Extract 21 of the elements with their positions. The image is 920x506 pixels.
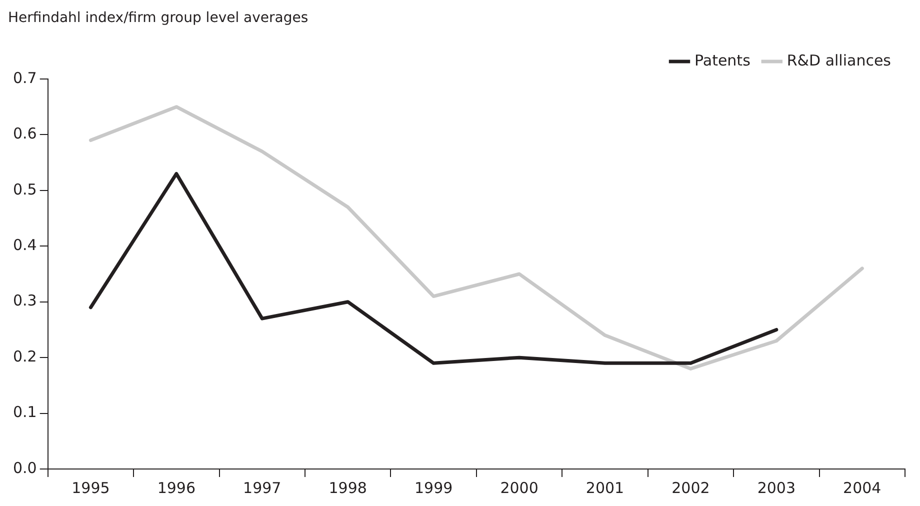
y-axis-title: Herfindahl index/firm group level averages — [8, 10, 308, 26]
legend-label: R&D alliances — [786, 51, 892, 70]
x-tick-label: 1995 — [72, 478, 110, 497]
x-tick-label: 1996 — [157, 478, 196, 497]
x-tick-label: 2002 — [672, 478, 710, 497]
x-tick-label: 1998 — [328, 478, 367, 497]
x-tick-label: 1999 — [414, 478, 453, 497]
x-tick-label: 2003 — [757, 478, 796, 497]
x-tick-label: 2000 — [500, 478, 538, 497]
y-tick-label: 0.4 — [12, 236, 37, 254]
y-tick-label: 0.7 — [12, 68, 37, 87]
x-tick-label: 2004 — [843, 478, 882, 497]
y-tick-label: 0.3 — [12, 292, 37, 310]
x-tick-label: 1997 — [243, 478, 282, 497]
x-tick-label: 2001 — [586, 478, 624, 497]
y-tick-label: 0.2 — [12, 347, 37, 366]
y-tick-label: 0.0 — [12, 458, 37, 477]
y-tick-label: 0.5 — [12, 180, 37, 198]
y-tick-label: 0.6 — [12, 124, 37, 143]
legend-label: Patents — [694, 51, 751, 70]
y-tick-label: 0.1 — [12, 403, 37, 422]
